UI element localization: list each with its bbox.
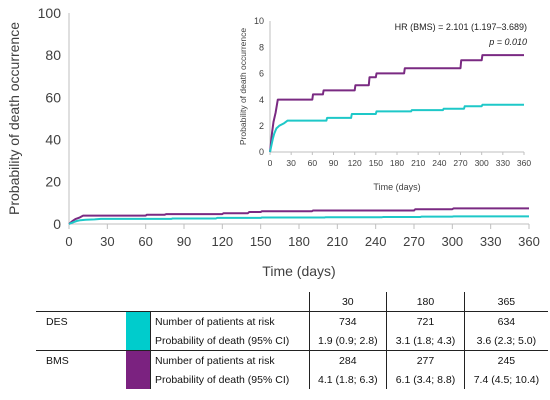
main-y-axis-label: Probability of death occurrence <box>6 22 22 215</box>
group-label-des: DES <box>36 311 126 331</box>
main-x-tick-label: 120 <box>211 234 233 249</box>
main-x-tick-label: 60 <box>138 234 152 249</box>
table-row: Probability of death (95% CI) 1.9 (0.9; … <box>36 331 548 351</box>
table-header-30: 30 <box>308 292 387 312</box>
table-cell: 721 <box>386 311 465 331</box>
des-color-swatch <box>126 311 151 351</box>
main-y-tick-label: 80 <box>45 47 61 63</box>
main-x-axis-label: Time (days) <box>262 263 335 279</box>
row-label: Number of patients at risk <box>150 350 309 370</box>
inset-x-tick-label: 0 <box>268 158 273 168</box>
inset-y-tick-label: 8 <box>259 42 264 52</box>
table-row: BMS Number of patients at risk 284 277 2… <box>36 350 548 389</box>
table-cell: 3.6 (2.3; 5.0) <box>463 331 548 351</box>
inset-series-line-bms <box>269 54 524 153</box>
hazard-ratio-annotation: HR (BMS) = 2.101 (1.197–3.689) <box>395 22 527 32</box>
inset-x-tick-label: 270 <box>453 158 467 168</box>
main-x-tick-label: 0 <box>65 234 72 249</box>
inset-x-tick-label: 210 <box>411 158 425 168</box>
inset-y-tick-label: 10 <box>254 16 264 26</box>
table-row: DES Number of patients at risk 734 721 6… <box>36 311 548 351</box>
inset-x-axis-label: Time (days) <box>373 182 420 192</box>
table-cell: 7.4 (4.5; 10.4) <box>463 370 548 389</box>
row-label: Number of patients at risk <box>150 311 309 331</box>
table-cell: 245 <box>463 350 548 370</box>
main-x-tick-label: 180 <box>288 234 310 249</box>
inset-x-tick-label: 330 <box>496 158 510 168</box>
main-y-tick-label: 40 <box>45 132 61 148</box>
row-label: Probability of death (95% CI) <box>150 331 309 351</box>
table-cell: 734 <box>308 311 387 331</box>
table-cell: 4.1 (1.8; 6.3) <box>308 370 387 389</box>
inset-x-tick-label: 60 <box>308 158 318 168</box>
group-label-bms: BMS <box>36 350 126 370</box>
inset-y-tick-label: 2 <box>259 121 264 131</box>
inset-x-tick-label: 300 <box>475 158 489 168</box>
inset-x-tick-label: 120 <box>348 158 362 168</box>
inset-x-tick-label: 360 <box>517 158 531 168</box>
survival-chart: 0 20 40 60 80 100 0 30 60 90 120 150 180 210 240 270 300… <box>6 5 540 279</box>
main-y-tick-label: 20 <box>45 174 61 190</box>
table-cell: 3.1 (1.8; 4.3) <box>386 331 465 351</box>
inset-x-tick-label: 180 <box>390 158 404 168</box>
main-series-line-des <box>68 215 529 225</box>
main-y-tick-label: 100 <box>38 5 62 21</box>
inset-x-tick-label: 240 <box>432 158 446 168</box>
risk-table: 30 180 365 DES Number of patients at ris… <box>36 292 548 389</box>
main-x-tick-label: 300 <box>441 234 463 249</box>
inset-x-tick-label: 30 <box>286 158 296 168</box>
inset-y-tick-label: 4 <box>259 95 264 105</box>
table-header-365: 365 <box>463 292 548 312</box>
main-x-tick-label: 360 <box>518 234 540 249</box>
p-value-annotation: p = 0.010 <box>488 37 527 47</box>
inset-x-tick-label: 150 <box>369 158 383 168</box>
main-y-tick-label: 60 <box>45 89 61 105</box>
main-y-tick-label: 0 <box>53 216 61 232</box>
table-header-180: 180 <box>386 292 465 312</box>
main-x-tick-label: 150 <box>250 234 272 249</box>
table-cell: 634 <box>463 311 548 331</box>
inset-y-tick-label: 0 <box>259 147 264 157</box>
table-cell: 1.9 (0.9; 2.8) <box>308 331 387 351</box>
inset-y-axis-label: Probability of death occurrence <box>238 28 248 145</box>
main-x-tick-label: 90 <box>177 234 191 249</box>
table-row: Probability of death (95% CI) 4.1 (1.8; … <box>36 370 548 389</box>
bms-color-swatch <box>126 350 151 389</box>
main-x-tick-label: 330 <box>480 234 502 249</box>
main-x-tick-label: 240 <box>365 234 387 249</box>
inset-x-tick-label: 90 <box>329 158 339 168</box>
inset-y-tick-label: 6 <box>259 69 264 79</box>
table-header-row: 30 180 365 <box>36 292 548 312</box>
table-cell: 277 <box>386 350 465 370</box>
main-series-line-bms <box>68 207 529 225</box>
table-cell: 6.1 (3.4; 8.8) <box>386 370 465 389</box>
main-x-tick-label: 30 <box>100 234 114 249</box>
table-cell: 284 <box>308 350 387 370</box>
inset-series-line-des <box>269 103 524 153</box>
main-x-tick-label: 270 <box>403 234 425 249</box>
row-label: Probability of death (95% CI) <box>150 370 309 389</box>
main-x-tick-label: 210 <box>326 234 348 249</box>
